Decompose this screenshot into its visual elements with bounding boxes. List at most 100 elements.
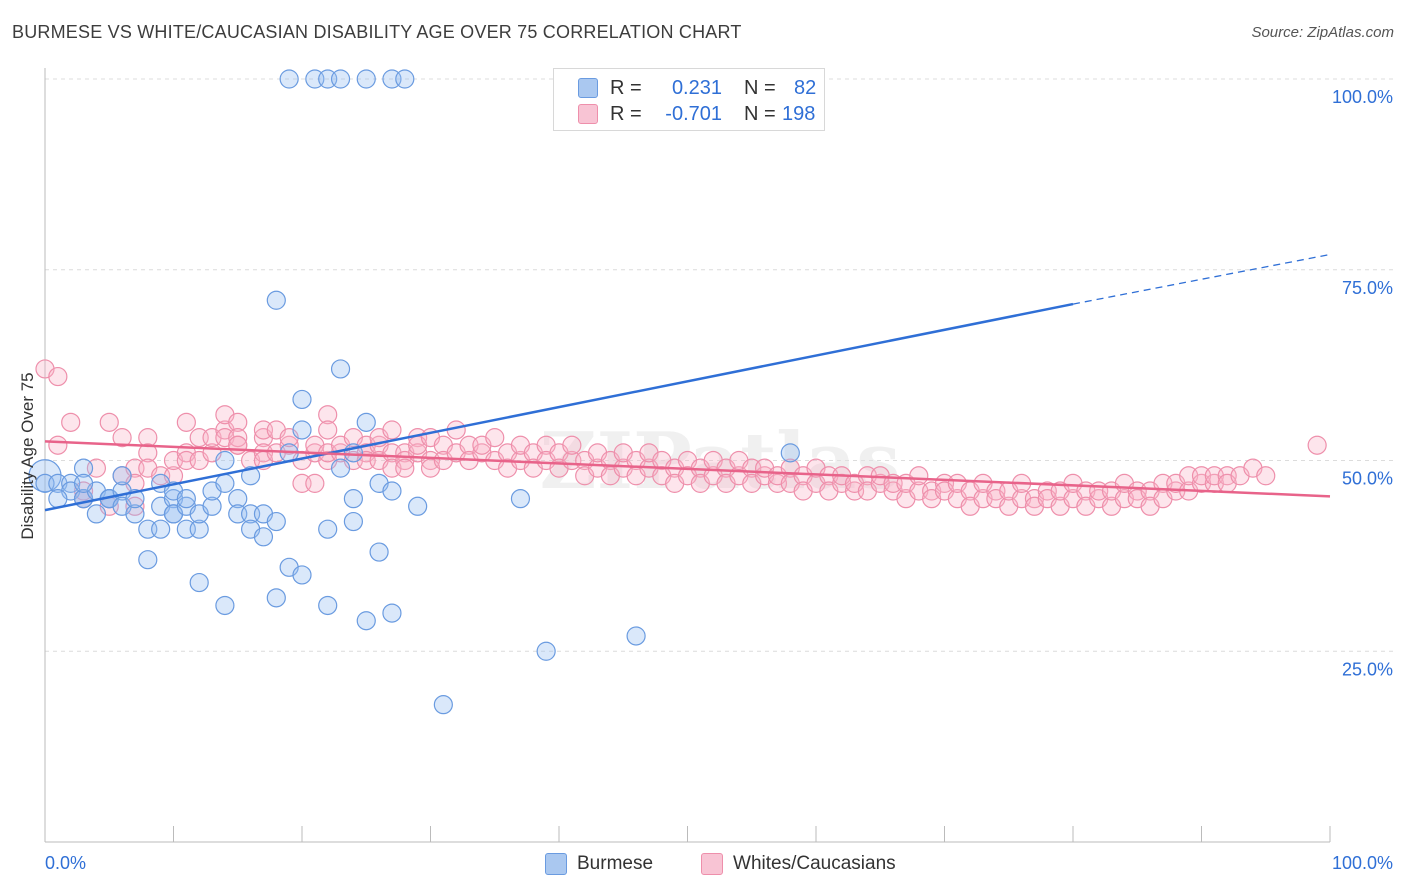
burmese-point (330, 359, 351, 379)
burmese-point (433, 695, 453, 715)
burmese-point (189, 519, 209, 539)
burmese-point (48, 489, 68, 509)
burmese-point (356, 69, 376, 89)
whites-swatch (578, 104, 598, 124)
series-legend: Burmese Whites/Caucasians (545, 852, 916, 876)
whites-point (909, 466, 929, 486)
burmese-point (28, 459, 62, 493)
whites-point (562, 435, 582, 455)
burmese-point (369, 542, 389, 562)
burmese-point (330, 69, 351, 89)
burmese-point (73, 458, 94, 478)
whites-point (138, 443, 158, 463)
whites-point (228, 412, 248, 432)
burmese-point (266, 511, 286, 532)
burmese-point (395, 69, 415, 89)
burmese-swatch (578, 78, 598, 98)
y-tick-label: 50.0% (1342, 469, 1393, 489)
burmese-point (253, 527, 274, 547)
burmese-point (318, 519, 338, 539)
n-label: N = (744, 76, 776, 99)
n-label: N = (744, 102, 776, 125)
burmese-point (73, 473, 94, 493)
whites-point (318, 420, 338, 440)
whites-point (228, 428, 248, 448)
burmese-point (266, 290, 286, 310)
whites-point (48, 366, 68, 387)
whites-point (112, 428, 132, 448)
burmese-point (112, 466, 132, 486)
whites-point (1256, 466, 1276, 486)
burmese-swatch (545, 853, 567, 875)
burmese-point (292, 565, 312, 585)
burmese-point (228, 489, 248, 509)
n-value: 82 (794, 76, 817, 99)
r-label: R = (610, 76, 642, 99)
burmese-point (356, 611, 376, 631)
burmese-trendline-extension (1072, 253, 1331, 305)
burmese-point (292, 420, 312, 440)
r-label: R = (610, 102, 642, 125)
burmese-point (151, 519, 171, 539)
burmese-point (279, 69, 299, 89)
whites-point (279, 435, 299, 455)
burmese-point (626, 626, 646, 646)
burmese-point (318, 595, 338, 616)
whites-point (305, 473, 325, 493)
whites-swatch (701, 853, 724, 875)
burmese-point (215, 473, 235, 493)
burmese-point (86, 504, 107, 524)
whites-point (485, 428, 505, 448)
n-value: 198 (782, 102, 816, 125)
burmese-point (215, 450, 235, 471)
burmese-point (266, 588, 286, 608)
burmese-point (780, 443, 800, 463)
whites-point (228, 435, 248, 455)
legend-label-whites: Whites/Caucasians (733, 853, 896, 874)
whites-point (176, 412, 196, 432)
whites-point (382, 420, 402, 440)
x-tick-label-max: 100.0% (1332, 853, 1393, 873)
burmese-point (125, 504, 145, 524)
burmese-trendline (44, 302, 1074, 512)
burmese-point (330, 458, 351, 478)
legend-label-burmese: Burmese (577, 853, 654, 874)
whites-point (1307, 435, 1327, 455)
whites-point (48, 435, 68, 455)
burmese-point (382, 481, 402, 501)
r-value: 0.231 (671, 76, 722, 99)
whites-point (61, 412, 81, 432)
y-tick-label: 75.0% (1342, 278, 1393, 298)
stats-legend: R = 0.231 N = 82 R = -0.701 N = 198 (553, 68, 825, 131)
burmese-point (241, 466, 261, 486)
burmese-point (536, 641, 556, 661)
burmese-point (408, 496, 428, 516)
legend-row-burmese: R = 0.231 N = 82 (578, 76, 816, 100)
legend-row-whites: R = -0.701 N = 198 (578, 102, 815, 126)
r-value: -0.701 (665, 102, 722, 125)
burmese-point (138, 550, 158, 570)
burmese-point (356, 412, 376, 432)
legend-item-burmese[interactable]: Burmese (545, 853, 653, 875)
burmese-point (292, 389, 312, 410)
whites-point (395, 458, 415, 478)
whites-point (318, 405, 338, 425)
burmese-point (382, 603, 402, 623)
burmese-point (202, 496, 222, 516)
whites-trendline (44, 440, 1331, 498)
legend-item-whites[interactable]: Whites/Caucasians (701, 853, 896, 875)
x-tick-label-min: 0.0% (45, 853, 86, 873)
source-label: Source: ZipAtlas.com (1251, 24, 1394, 41)
y-axis-title: Disability Age Over 75 (18, 372, 37, 540)
burmese-point (189, 572, 209, 593)
whites-point (99, 412, 119, 432)
y-tick-label: 100.0% (1332, 87, 1393, 107)
y-tick-label: 25.0% (1342, 659, 1393, 679)
burmese-point (176, 489, 196, 509)
burmese-point (215, 595, 235, 616)
burmese-point (343, 489, 363, 509)
burmese-point (510, 489, 531, 509)
chart-title: BURMESE VS WHITE/CAUCASIAN DISABILITY AG… (12, 22, 742, 42)
burmese-point (343, 511, 363, 532)
